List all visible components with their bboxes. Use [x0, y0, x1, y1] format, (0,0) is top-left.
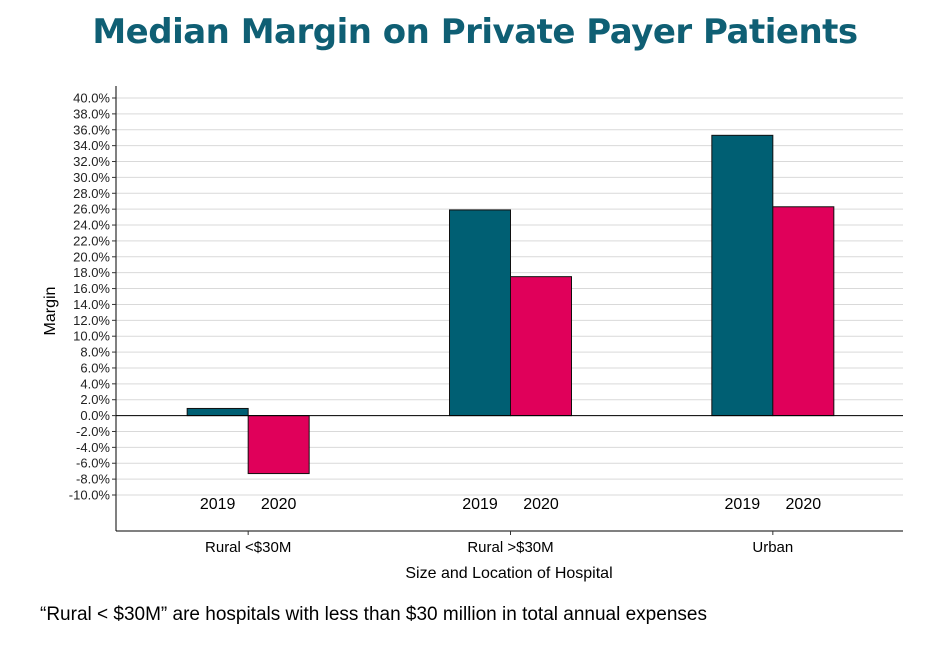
x-axis-label: Size and Location of Hospital — [405, 565, 612, 582]
footnote: “Rural < $30M” are hospitals with less t… — [40, 604, 707, 625]
y-tick-label: 20.0% — [73, 249, 110, 264]
x-tick-label: Urban — [752, 539, 793, 556]
y-tick-label: 36.0% — [73, 122, 110, 137]
y-tick-label: 38.0% — [73, 106, 110, 121]
bar-year-label: 2019 — [462, 496, 498, 513]
y-tick-label: 32.0% — [73, 154, 110, 169]
y-tick-label: 10.0% — [73, 329, 110, 344]
y-tick-label: -10.0% — [69, 488, 111, 503]
y-tick-label: -2.0% — [76, 424, 110, 439]
x-tick-labels: Rural <$30M Rural >$30M Urban — [205, 531, 793, 556]
y-tick-label: -6.0% — [76, 456, 110, 471]
bar-year-label: 2019 — [200, 496, 236, 513]
y-tick-label: 16.0% — [73, 281, 110, 296]
y-tick-label: 0.0% — [80, 408, 110, 423]
y-tick-label: 30.0% — [73, 170, 110, 185]
bar-2020 — [510, 276, 572, 417]
series-year-labels: 2019 2020 2019 2020 2019 2020 — [200, 496, 821, 513]
x-tick-label: Rural <$30M — [205, 539, 291, 556]
y-tick-label: 18.0% — [73, 265, 110, 280]
chart-title: Median Margin on Private Payer Patients — [92, 12, 858, 52]
x-tick-label: Rural >$30M — [467, 539, 553, 556]
bar-2019 — [186, 407, 249, 417]
bar-year-label: 2019 — [725, 496, 761, 513]
y-tick-label: 4.0% — [80, 376, 110, 391]
axes-group — [115, 86, 903, 532]
bar-year-label: 2020 — [261, 496, 297, 513]
y-tick-label: 12.0% — [73, 313, 110, 328]
y-tick-label: 2.0% — [80, 392, 110, 407]
y-tick-label: 26.0% — [73, 202, 110, 217]
y-tick-label: 14.0% — [73, 297, 110, 312]
y-tick-label: 8.0% — [80, 345, 110, 360]
y-tick-label: 34.0% — [73, 138, 110, 153]
y-tick-label: -8.0% — [76, 472, 110, 487]
y-tick-label: -4.0% — [76, 440, 110, 455]
y-axis-label: Margin — [42, 287, 59, 336]
y-tick-label: 22.0% — [73, 233, 110, 248]
bar-year-label: 2020 — [523, 496, 559, 513]
y-tick-label: 28.0% — [73, 186, 110, 201]
y-tick-label: 6.0% — [80, 360, 110, 375]
y-tick-label: 24.0% — [73, 218, 110, 233]
bar-2020 — [772, 206, 835, 417]
bars-group — [186, 134, 835, 475]
bar-2019 — [711, 134, 774, 417]
y-tick-labels: 40.0%38.0%36.0%34.0%32.0%30.0%28.0%26.0%… — [69, 91, 116, 503]
bar-year-label: 2020 — [786, 496, 822, 513]
y-tick-label: 40.0% — [73, 91, 110, 106]
bar-chart: 40.0%38.0%36.0%34.0%32.0%30.0%28.0%26.0%… — [42, 86, 903, 582]
bar-2019 — [449, 209, 511, 417]
bar-2020 — [247, 415, 310, 475]
